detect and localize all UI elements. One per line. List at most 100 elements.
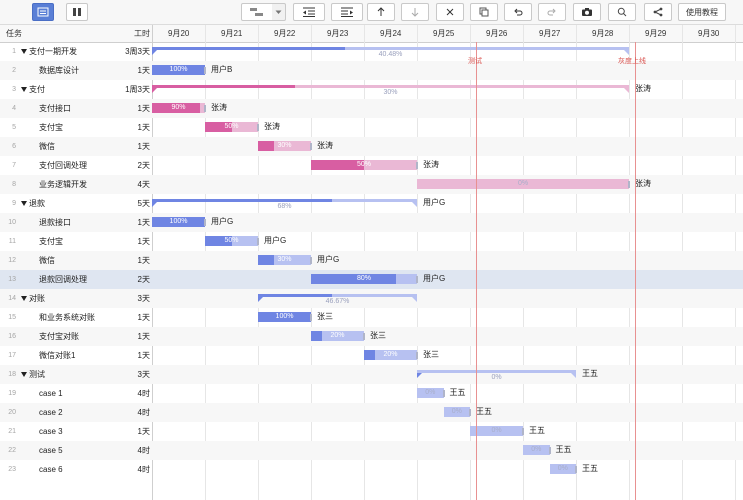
resize-handle[interactable] <box>204 218 206 226</box>
task-row[interactable]: 1 支付一期开发 3周3天 <box>0 42 743 61</box>
resize-handle[interactable] <box>310 142 312 150</box>
milestone-line[interactable] <box>476 42 477 500</box>
resize-handle[interactable] <box>522 427 524 435</box>
task-row[interactable]: 16 支付宝对账 1天 <box>0 327 743 346</box>
task-name[interactable]: 和业务系统对账 <box>39 308 95 327</box>
task-name[interactable]: 支付宝对账 <box>39 327 79 346</box>
task-bar[interactable]: 0% <box>417 179 629 189</box>
summary-bar[interactable]: 0% <box>417 370 576 381</box>
task-name[interactable]: 退款回调处理 <box>39 270 87 289</box>
task-row[interactable]: 15 和业务系统对账 1天 <box>0 308 743 327</box>
resize-handle[interactable] <box>204 66 206 74</box>
collapse-toggle-icon[interactable] <box>21 372 27 377</box>
task-name[interactable]: case 5 <box>39 441 63 460</box>
camera-button[interactable] <box>573 3 601 21</box>
gantt-view-button[interactable] <box>241 3 273 21</box>
task-name[interactable]: 支付回调处理 <box>39 156 87 175</box>
task-row[interactable]: 6 微信 1天 <box>0 137 743 156</box>
task-name[interactable]: 业务逻辑开发 <box>39 175 87 194</box>
summary-bar[interactable]: 46.67% <box>258 294 417 305</box>
undo-button[interactable] <box>504 3 532 21</box>
task-name[interactable]: case 3 <box>39 422 63 441</box>
task-name[interactable]: 测试 <box>21 365 45 384</box>
task-row[interactable]: 10 退款接口 1天 <box>0 213 743 232</box>
resize-handle[interactable] <box>416 351 418 359</box>
task-bar[interactable]: 20% <box>311 331 364 341</box>
task-row[interactable]: 14 对账 3天 <box>0 289 743 308</box>
task-name[interactable]: 支付接口 <box>39 99 71 118</box>
task-bar[interactable]: 90% <box>152 103 205 113</box>
task-name[interactable]: 微信对账1 <box>39 346 75 365</box>
resize-handle[interactable] <box>416 275 418 283</box>
task-row[interactable]: 7 支付回调处理 2天 <box>0 156 743 175</box>
task-bar[interactable]: 50% <box>205 236 258 246</box>
board-view-button[interactable] <box>66 3 88 21</box>
arrow-down-button[interactable] <box>401 3 429 21</box>
task-row[interactable]: 23 case 6 4时 <box>0 460 743 479</box>
task-name[interactable]: 对账 <box>21 289 45 308</box>
search-button[interactable] <box>608 3 636 21</box>
task-row[interactable]: 11 支付宝 1天 <box>0 232 743 251</box>
duration-column-header[interactable]: 工时 <box>134 29 150 38</box>
task-row[interactable]: 5 支付宝 1天 <box>0 118 743 137</box>
task-name[interactable]: case 2 <box>39 403 63 422</box>
redo-button[interactable] <box>538 3 566 21</box>
task-name[interactable]: case 6 <box>39 460 63 479</box>
resize-handle[interactable] <box>204 104 206 112</box>
resize-handle[interactable] <box>257 237 259 245</box>
task-row[interactable]: 9 退款 5天 <box>0 194 743 213</box>
arrow-up-button[interactable] <box>367 3 395 21</box>
task-name[interactable]: 退款 <box>21 194 45 213</box>
task-name[interactable]: 支付宝 <box>39 118 63 137</box>
task-bar[interactable]: 50% <box>205 122 258 132</box>
task-row[interactable]: 3 支付 1周3天 <box>0 80 743 99</box>
copy-button[interactable] <box>470 3 498 21</box>
resize-handle[interactable] <box>442 389 445 397</box>
task-bar[interactable]: 100% <box>152 65 205 75</box>
resize-handle[interactable] <box>548 446 551 454</box>
task-row[interactable]: 21 case 3 1天 <box>0 422 743 441</box>
resize-handle[interactable] <box>416 161 418 169</box>
task-bar[interactable]: 100% <box>152 217 205 227</box>
collapse-toggle-icon[interactable] <box>21 49 27 54</box>
outdent-button[interactable] <box>293 3 325 21</box>
task-name[interactable]: case 1 <box>39 384 63 403</box>
task-name[interactable]: 支付宝 <box>39 232 63 251</box>
task-bar[interactable]: 20% <box>364 350 417 360</box>
close-button[interactable] <box>436 3 464 21</box>
summary-bar[interactable]: 68% <box>152 199 417 210</box>
task-bar[interactable]: 30% <box>258 255 311 265</box>
task-name[interactable]: 支付 <box>21 80 45 99</box>
summary-bar[interactable]: 30% <box>152 85 629 96</box>
view-dropdown-button[interactable] <box>272 3 286 21</box>
resize-handle[interactable] <box>628 180 630 188</box>
task-name[interactable]: 退款接口 <box>39 213 71 232</box>
task-row[interactable]: 18 测试 3天 <box>0 365 743 384</box>
task-bar[interactable]: 100% <box>258 312 311 322</box>
collapse-toggle-icon[interactable] <box>21 296 27 301</box>
resize-handle[interactable] <box>257 123 259 131</box>
task-bar[interactable]: 0% <box>549 464 576 474</box>
task-row[interactable]: 12 微信 1天 <box>0 251 743 270</box>
task-column-header[interactable]: 任务 <box>6 29 22 38</box>
task-name[interactable]: 支付一期开发 <box>21 42 77 61</box>
task-bar[interactable]: 0% <box>443 407 470 417</box>
help-tutorial-button[interactable]: 使用教程 <box>678 3 726 21</box>
task-bar[interactable]: 0% <box>470 426 523 436</box>
task-row[interactable]: 22 case 5 4时 <box>0 441 743 460</box>
summary-bar[interactable]: 40.48% <box>152 47 629 58</box>
resize-handle[interactable] <box>310 313 312 321</box>
collapse-toggle-icon[interactable] <box>21 201 27 206</box>
task-bar[interactable]: 0% <box>523 445 550 455</box>
resize-handle[interactable] <box>310 256 312 264</box>
indent-button[interactable] <box>331 3 363 21</box>
task-bar[interactable]: 30% <box>258 141 311 151</box>
task-bar[interactable]: 80% <box>311 274 417 284</box>
task-name[interactable]: 数据库设计 <box>39 61 79 80</box>
milestone-line[interactable] <box>635 42 636 500</box>
resize-handle[interactable] <box>363 332 365 340</box>
task-row[interactable]: 20 case 2 4时 <box>0 403 743 422</box>
task-bar[interactable]: 0% <box>417 388 444 398</box>
task-name[interactable]: 微信 <box>39 137 55 156</box>
task-row[interactable]: 19 case 1 4时 <box>0 384 743 403</box>
